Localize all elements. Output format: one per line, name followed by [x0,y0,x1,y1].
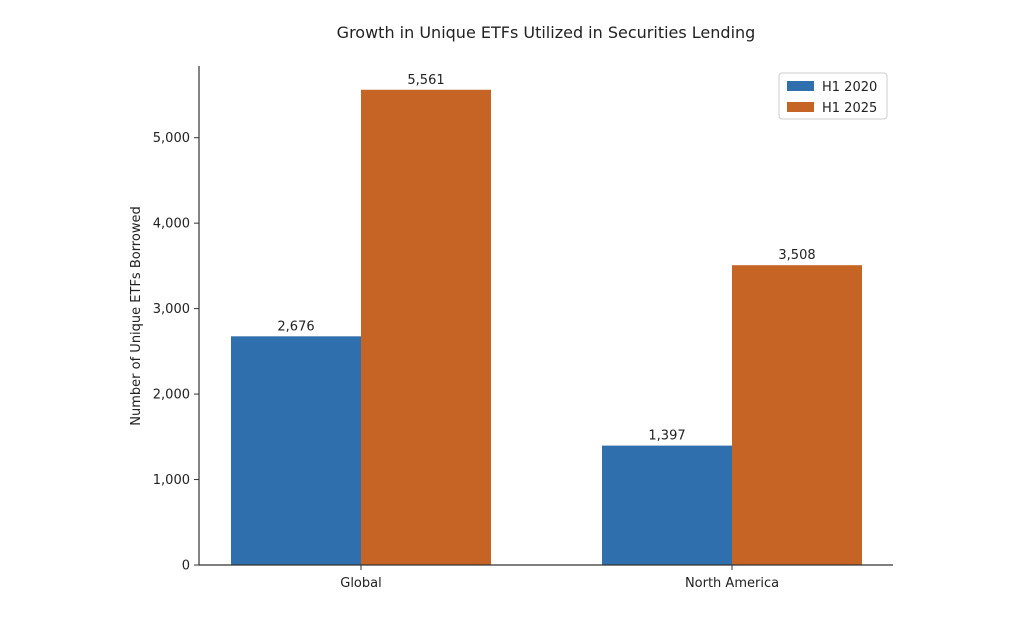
legend-swatch [787,102,814,112]
bar-h1-2025-north-america [732,265,862,565]
chart-title: Growth in Unique ETFs Utilized in Securi… [337,23,756,42]
y-tick-label: 5,000 [153,131,190,146]
legend-entry-label: H1 2025 [822,101,877,116]
y-tick-label: 4,000 [153,217,190,232]
bar-h1-2020-global [231,336,361,565]
bar-data-label: 3,508 [778,248,815,263]
data-labels-group: 2,676 5,561 1,397 3,508 [277,73,815,444]
x-tick-label: North America [685,576,779,591]
legend-entry-label: H1 2020 [822,80,877,95]
bar-data-label: 1,397 [648,429,685,444]
y-tick-label: 1,000 [153,473,190,488]
bar-h1-2020-north-america [602,445,732,565]
x-axis-ticks: Global North America [340,565,779,591]
legend: H1 2020 H1 2025 [778,72,888,120]
bar-data-label: 2,676 [277,319,314,334]
bars-group [231,89,862,565]
y-axis-label: Number of Unique ETFs Borrowed [129,206,144,425]
y-tick-label: 0 [182,559,190,574]
y-tick-label: 2,000 [153,388,190,403]
y-tick-label: 3,000 [153,302,190,317]
y-axis-ticks: 0 1,000 2,000 3,000 4,000 5,000 [153,131,199,574]
bar-h1-2025-global [361,89,491,565]
x-tick-label: Global [340,576,381,591]
bar-data-label: 5,561 [407,73,444,88]
legend-swatch [787,81,814,91]
